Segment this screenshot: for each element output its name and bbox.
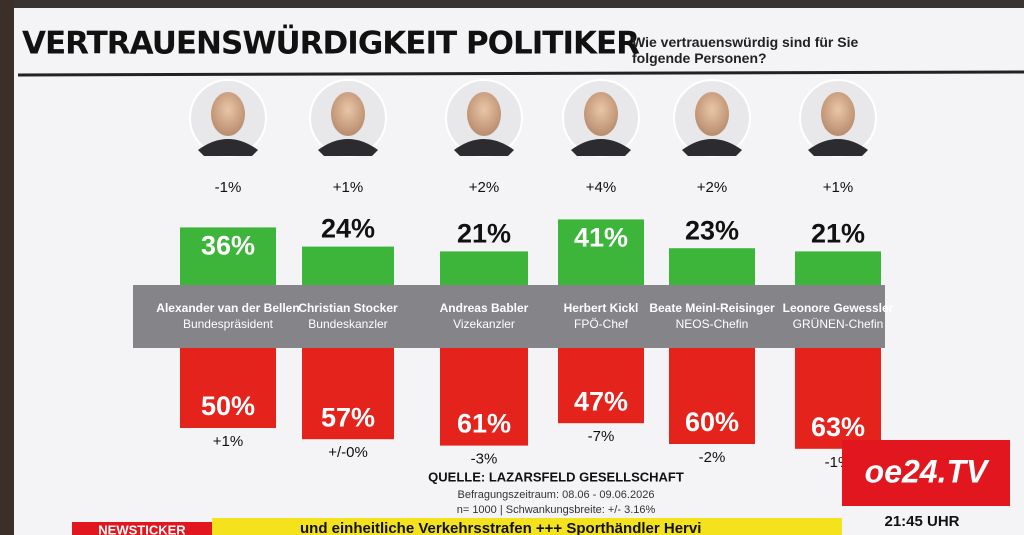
role: FPÖ-Chef [574, 317, 629, 331]
name: Herbert Kickl [564, 301, 639, 315]
portrait-shoulders [682, 139, 742, 156]
distrust-bar [558, 348, 644, 424]
distrust-label: 47% [574, 386, 628, 416]
role: Bundeskanzler [308, 317, 387, 331]
portrait-face [467, 92, 501, 136]
logo-box [842, 440, 1010, 506]
distrust-label: 61% [457, 409, 511, 439]
name-band [133, 285, 885, 348]
distrust-label: 50% [201, 391, 255, 421]
portrait-shoulders [198, 139, 258, 156]
portrait-shoulders [454, 139, 514, 156]
change-top: +2% [697, 179, 727, 196]
change-bottom: -7% [588, 428, 615, 445]
trust-label: 21% [457, 219, 511, 249]
subtitle: Wie vertrauenswürdig sind für Sie folgen… [632, 34, 859, 66]
name: Leonore Gewessler [783, 301, 894, 315]
ticker-label: NEWSTICKER [98, 522, 186, 535]
trust-label: 36% [201, 231, 255, 261]
source-sample: n= 1000 | Schwankungsbreite: +/- 3.16% [457, 504, 656, 516]
change-top: +1% [333, 179, 363, 196]
distrust-bar [795, 348, 881, 449]
name: Christian Stocker [298, 301, 398, 315]
name: Andreas Babler [440, 301, 529, 315]
portrait-face [211, 92, 245, 136]
distrust-bar [302, 348, 394, 440]
trust-bar [440, 251, 528, 285]
trust-bar [669, 248, 755, 285]
portrait-shoulders [318, 139, 378, 156]
trust-label: 41% [574, 223, 628, 253]
change-bottom: -2% [699, 449, 726, 466]
distrust-bar [669, 348, 755, 444]
change-top: +1% [823, 179, 853, 196]
trust-label: 24% [321, 214, 375, 244]
source-title: QUELLE: LAZARSFELD GESELLSCHAFT [428, 469, 684, 484]
role: NEOS-Chefin [676, 317, 749, 331]
chart: -1% 36% Alexander van der Bellen Bundespräs… [156, 79, 894, 471]
source-period: Befragungszeitraum: 08.06 - 09.06.2026 [458, 489, 655, 501]
portrait-shoulders [808, 139, 868, 156]
ticker-box [212, 518, 842, 535]
change-top: -1% [215, 179, 242, 196]
portrait-shoulders [571, 139, 631, 156]
portrait-face [821, 92, 855, 136]
name: Alexander van der Bellen [156, 301, 299, 315]
trust-label: 21% [811, 219, 865, 249]
distrust-label: 57% [321, 402, 375, 432]
bezel-top [14, 0, 1024, 8]
ticker-label-box [72, 522, 212, 535]
trust-bar [302, 246, 394, 285]
change-top: +4% [586, 179, 616, 196]
change-bottom: +/-0% [328, 444, 368, 461]
change-bottom: +1% [213, 433, 243, 450]
change-top: +2% [469, 179, 499, 196]
distrust-bar [440, 348, 528, 446]
trust-label: 23% [685, 215, 739, 245]
trust-bar [795, 251, 881, 285]
distrust-bar [180, 348, 276, 428]
subtitle-box: Wie vertrauenswürdig sind für Sie folgen… [632, 34, 859, 66]
portrait-face [584, 92, 618, 136]
title-rule [17, 70, 1024, 77]
role: GRÜNEN-Chefin [793, 317, 884, 331]
trust-bar [180, 227, 276, 285]
portrait-face [695, 92, 729, 136]
logo: oe24.TV [865, 453, 990, 489]
bezel [0, 0, 14, 535]
change-bottom: -3% [471, 451, 498, 468]
ticker-text: und einheitliche Verkehrsstrafen +++ Spo… [300, 520, 701, 535]
role: Vizekanzler [453, 317, 515, 331]
portrait-face [331, 92, 365, 136]
title: VERTRAUENSWÜRDIGKEIT POLITIKER [22, 25, 640, 62]
time: 21:45 UHR [884, 513, 959, 530]
trust-bar [558, 219, 644, 285]
role: Bundespräsident [183, 317, 274, 331]
distrust-label: 63% [811, 412, 865, 442]
name: Beate Meinl-Reisinger [649, 301, 775, 315]
distrust-label: 60% [685, 407, 739, 437]
